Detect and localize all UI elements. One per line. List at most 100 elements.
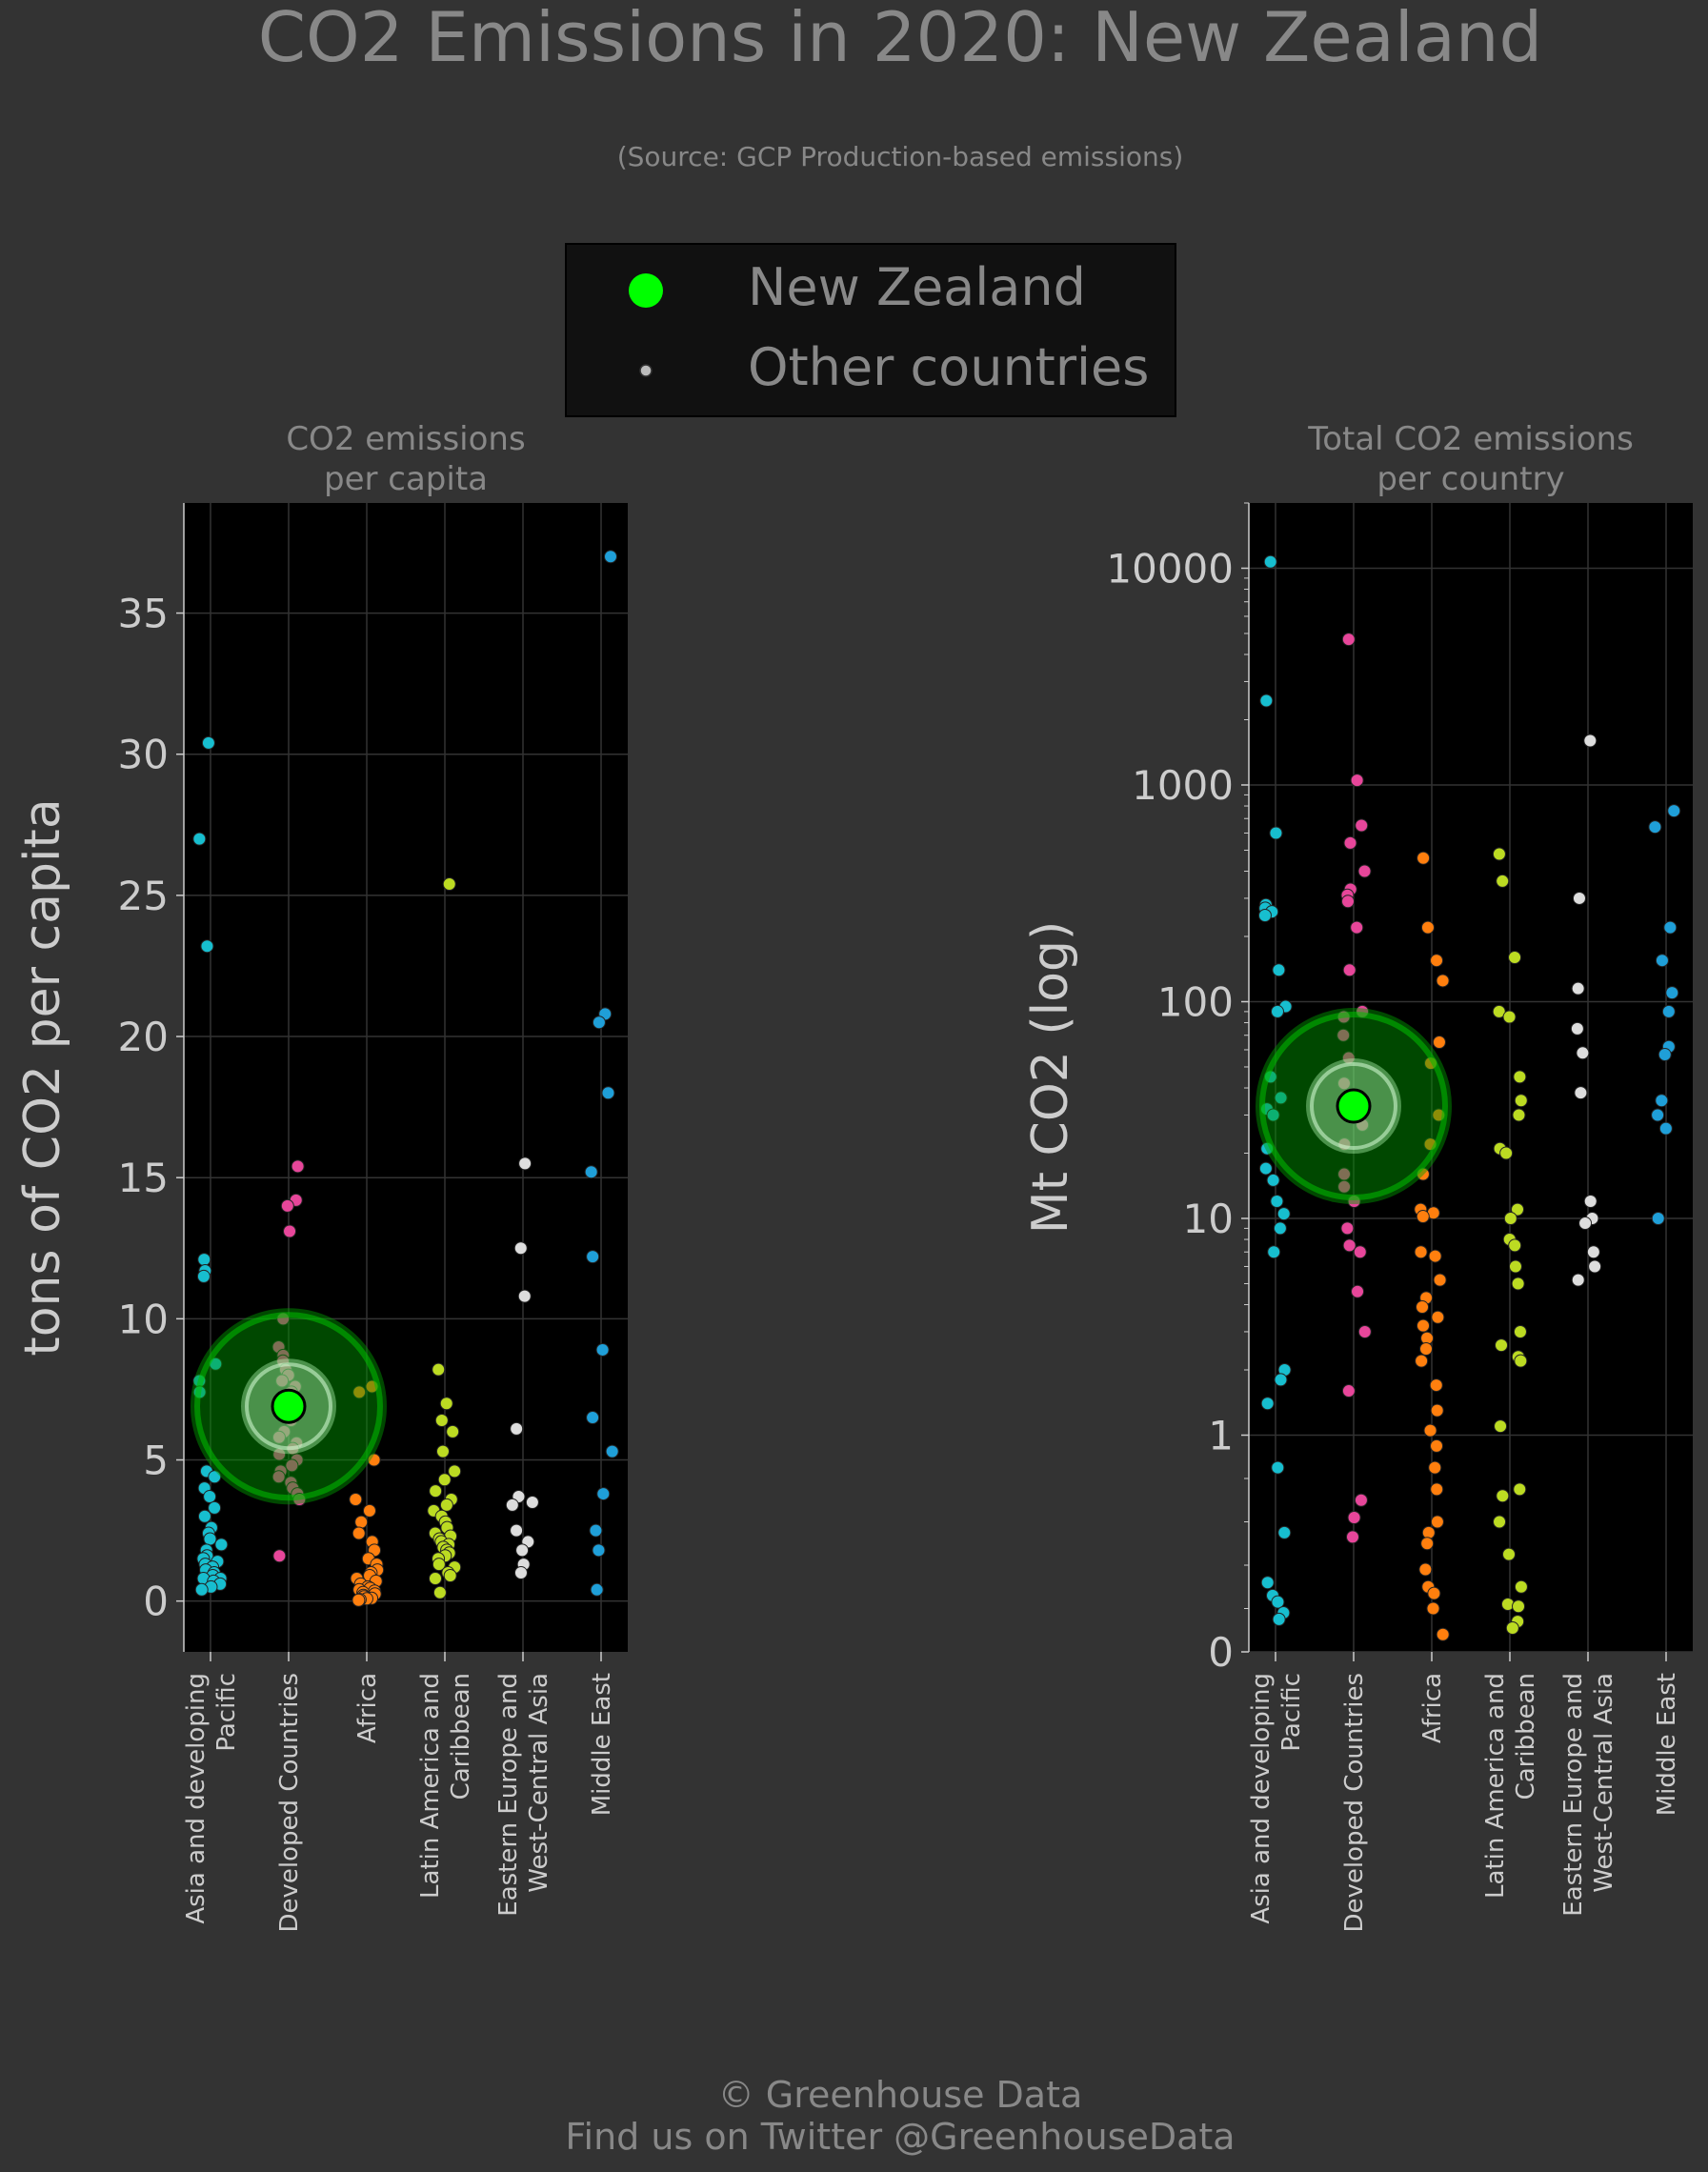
data-point: [1276, 1207, 1291, 1221]
data-point: [1341, 633, 1356, 647]
data-point: [208, 1500, 222, 1515]
legend-highlight-marker: [629, 273, 663, 308]
y-axis: 0 5 10 15 20 25 30 35: [118, 503, 185, 1652]
data-point: [1266, 1108, 1280, 1122]
data-point: [352, 1526, 366, 1540]
data-point: [1428, 1460, 1442, 1475]
data-point: [1347, 1510, 1361, 1524]
data-point: [197, 1253, 211, 1267]
x-tick-label: Eastern Europe and: [494, 1673, 523, 1917]
footer-credit: © Greenhouse Data: [718, 2074, 1083, 2116]
data-point: [1429, 1378, 1443, 1393]
data-point: [1274, 1373, 1288, 1387]
data-point: [291, 1159, 305, 1174]
data-point: [439, 1397, 453, 1411]
data-point: [1419, 1341, 1434, 1356]
data-point: [1274, 1091, 1288, 1105]
data-point: [589, 1523, 603, 1538]
data-point: [1651, 1211, 1665, 1225]
data-point: [1273, 1221, 1287, 1236]
data-point: [1503, 1211, 1517, 1225]
data-point: [1269, 826, 1283, 840]
data-point: [435, 1444, 450, 1458]
data-point: [1350, 774, 1364, 788]
y-axis-label: Mt CO2 (log): [1022, 921, 1079, 1234]
y-tick-label: 100: [1157, 978, 1234, 1025]
data-point: [1267, 1245, 1281, 1259]
highlight-halo-ring: [1259, 1012, 1448, 1201]
data-point: [601, 1086, 615, 1100]
highlight-halo-inner-ring: [1310, 1062, 1397, 1151]
data-point: [1663, 920, 1678, 935]
panel-title-line-1: CO2 emissions: [286, 420, 525, 458]
data-point: [1578, 1217, 1593, 1231]
footer-twitter: Find us on Twitter @GreenhouseData: [565, 2116, 1235, 2158]
y-axis-label: tons of CO2 per capita: [14, 798, 71, 1356]
data-point: [1354, 1493, 1368, 1507]
data-point: [1260, 1397, 1275, 1411]
data-point: [1423, 1423, 1437, 1438]
y-tick-label: 35: [118, 591, 169, 637]
data-point: [362, 1503, 376, 1518]
data-point: [1502, 1547, 1517, 1561]
data-point: [1655, 1094, 1669, 1108]
data-point: [1513, 1482, 1527, 1497]
data-point: [1511, 1277, 1525, 1291]
data-point: [586, 1411, 600, 1425]
data-point: [283, 1224, 297, 1238]
data-point: [605, 1444, 619, 1458]
y-tick-label: 25: [118, 873, 169, 919]
data-point: [1430, 1438, 1444, 1453]
data-point: [1272, 1612, 1286, 1626]
data-point: [1514, 1579, 1528, 1594]
legend-other-marker: [639, 364, 653, 377]
highlight-halo-inner-ring: [245, 1362, 332, 1451]
data-point: [1343, 835, 1357, 850]
data-point: [592, 1543, 606, 1558]
data-point: [1337, 1179, 1352, 1194]
data-point: [1260, 1576, 1275, 1590]
data-point: [1496, 874, 1510, 888]
chart-subtitle: (Source: GCP Production-based emissions): [617, 141, 1184, 172]
data-point: [590, 1582, 604, 1597]
data-point: [513, 1566, 528, 1580]
data-point: [1495, 1338, 1509, 1353]
data-point: [525, 1495, 539, 1509]
data-point: [1571, 1273, 1585, 1287]
legend: New Zealand Other countries: [565, 243, 1176, 417]
data-point: [432, 1362, 446, 1377]
data-point: [1357, 864, 1372, 878]
data-point: [201, 735, 215, 750]
data-point: [1436, 1627, 1450, 1641]
data-point: [280, 1198, 294, 1213]
data-point: [1658, 1048, 1672, 1062]
data-point: [1493, 1515, 1507, 1529]
data-point: [442, 877, 456, 892]
data-point: [354, 1515, 369, 1529]
data-point: [592, 1016, 606, 1030]
data-point: [1661, 1004, 1676, 1018]
data-point: [517, 1289, 532, 1303]
data-point: [1427, 1586, 1441, 1600]
data-point: [1648, 820, 1662, 835]
data-point: [1583, 1194, 1597, 1208]
data-point: [1570, 1021, 1584, 1036]
data-point: [437, 1473, 452, 1487]
data-point: [1263, 554, 1277, 569]
data-point: [1341, 1384, 1356, 1398]
y-axis: 0 1 10 100 1000 10000: [1106, 502, 1250, 1676]
x-tick-label: Developed Countries: [275, 1673, 304, 1932]
x-tick-label: West-Central Asia: [1590, 1673, 1618, 1893]
data-point: [1655, 954, 1669, 968]
x-tick-label: Middle East: [588, 1673, 616, 1816]
x-tick-label: Latin America and: [416, 1673, 445, 1899]
data-point: [1357, 1324, 1372, 1338]
data-point: [192, 832, 207, 846]
data-point: [197, 1509, 211, 1523]
x-tick-label: Caribbean: [1512, 1673, 1540, 1800]
data-point: [1513, 1070, 1527, 1084]
data-point: [1432, 1036, 1446, 1050]
data-point: [1508, 1259, 1522, 1274]
data-point: [1351, 1284, 1365, 1298]
data-point: [1651, 1108, 1665, 1122]
